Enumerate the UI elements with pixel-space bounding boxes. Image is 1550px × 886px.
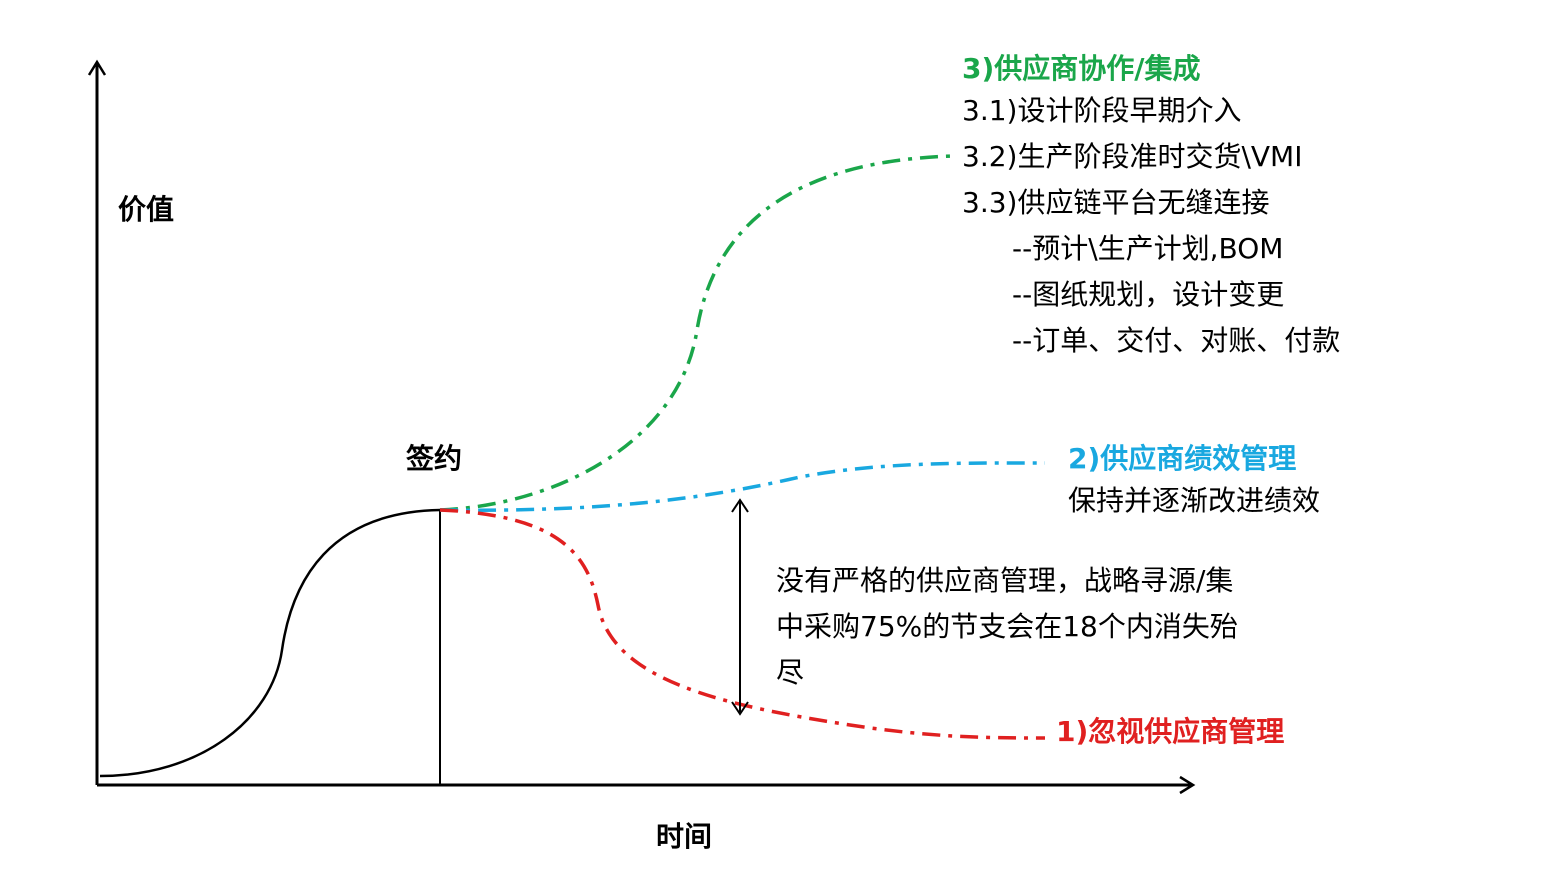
y-axis-arrowhead [87, 59, 107, 76]
annotation-line-1: 没有严格的供应商管理，战略寻源/集 [776, 564, 1234, 597]
blue-branch-subtitle: 保持并逐渐改进绩效 [1068, 484, 1321, 517]
signing-label: 签约 [406, 442, 463, 475]
savings-gap-arrow-bottom-head [731, 701, 749, 716]
green-branch-subitem-3: --订单、交付、对账、付款 [1012, 324, 1341, 357]
red-branch-title: 1)忽视供应商管理 [1056, 715, 1285, 748]
value-growth-curve [99, 508, 441, 778]
green-branch-item-2: 3.2)生产阶段准时交货\VMI [962, 140, 1303, 173]
x-axis-label: 时间 [656, 820, 713, 853]
savings-gap-arrow-top-head [731, 498, 749, 513]
green-branch-title: 3)供应商协作/集成 [962, 52, 1201, 85]
green-branch-curve [439, 154, 956, 512]
annotation-line-3: 尽 [776, 656, 805, 689]
y-axis-label: 价值 [118, 193, 175, 226]
blue-branch-curve [439, 461, 1046, 512]
green-branch-item-3: 3.3)供应链平台无缝连接 [962, 186, 1270, 219]
x-axis-arrowhead [1179, 775, 1196, 795]
blue-branch-title: 2)供应商绩效管理 [1068, 442, 1297, 475]
green-branch-item-1: 3.1)设计阶段早期介入 [962, 94, 1242, 127]
green-branch-subitem-2: --图纸规划，设计变更 [1012, 278, 1285, 311]
red-branch-curve [439, 508, 1046, 740]
green-branch-subitem-1: --预计\生产计划,BOM [1012, 232, 1284, 265]
annotation-line-2: 中采购75%的节支会在18个内消失殆 [776, 610, 1238, 643]
